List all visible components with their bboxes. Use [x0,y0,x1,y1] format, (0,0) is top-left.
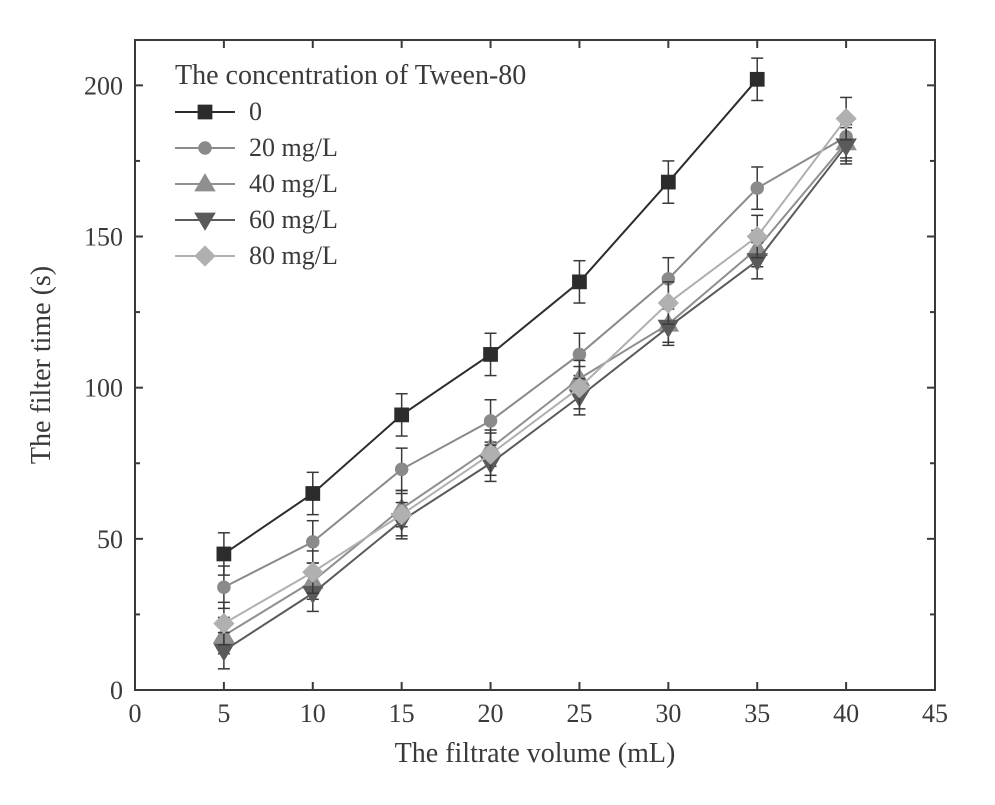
x-tick-label: 15 [389,699,415,728]
y-tick-label: 50 [97,525,123,554]
x-axis-label: The filtrate volume (mL) [395,738,676,769]
x-tick-label: 20 [478,699,504,728]
y-tick-label: 150 [84,223,123,252]
x-tick-label: 30 [655,699,681,728]
y-axis-label: The filter time (s) [26,266,57,464]
x-tick-label: 10 [300,699,326,728]
legend-item-label: 40 mg/L [249,169,338,198]
legend-item-label: 20 mg/L [249,133,338,162]
y-tick-label: 100 [84,374,123,403]
legend-item-label: 0 [249,97,262,126]
y-tick-label: 200 [84,71,123,100]
x-tick-label: 35 [744,699,770,728]
chart-svg: 0 5 10 15 20 25 30 35 40 45 0 50 100 150 200 The filtra… [0,0,995,805]
legend-item-label: 80 mg/L [249,241,338,270]
x-tick-label: 25 [566,699,592,728]
x-tick-label: 5 [217,699,230,728]
y-tick-label: 0 [110,676,123,705]
chart-container: 0 5 10 15 20 25 30 35 40 45 0 50 100 150 200 The filtra… [0,0,995,805]
x-tick-label: 45 [922,699,948,728]
x-tick-label: 0 [129,699,142,728]
legend-item-label: 60 mg/L [249,205,338,234]
legend-title: The concentration of Tween-80 [175,60,526,91]
x-tick-label: 40 [833,699,859,728]
